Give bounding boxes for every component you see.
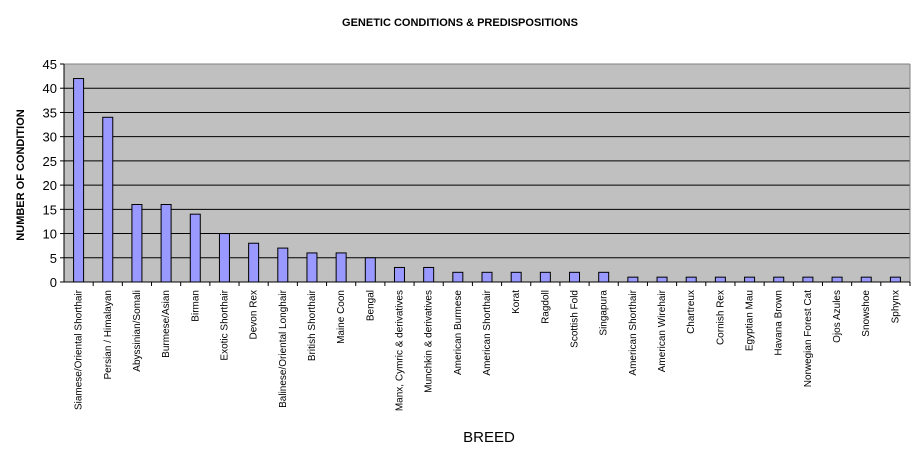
bar [218, 233, 230, 283]
bar [160, 203, 172, 283]
x-tick-label: Bengal [365, 290, 376, 321]
bar [889, 276, 901, 283]
x-tick-label: Egyptian Mau [745, 290, 756, 351]
x-tick-label: Scottish Fold [570, 290, 581, 348]
x-tick-label: American Wirehair [657, 289, 668, 372]
x-tick-label: Sphynx [890, 290, 901, 323]
x-tick-label: Korat [511, 290, 522, 314]
x-tick-label: Havana Brown [774, 290, 785, 356]
bar [569, 271, 581, 283]
bar [277, 247, 289, 283]
y-tick-label: 25 [43, 154, 57, 169]
x-tick-label: Persian / Himalayan [103, 290, 114, 379]
x-tick-label: American Burmese [453, 290, 464, 375]
bar [714, 276, 726, 283]
x-tick-label: Cornish Rex [715, 290, 726, 345]
bar [335, 252, 347, 283]
x-tick-label: Siamese/Oriental Shorthair [74, 289, 85, 410]
x-tick-label: American Shorthair [628, 289, 639, 375]
x-tick-label: Ragdoll [540, 290, 551, 324]
bar [656, 276, 668, 283]
bar [393, 266, 405, 283]
bar [539, 271, 551, 283]
x-tick-label: Abyssinian/Somali [132, 290, 143, 372]
x-tick-label: Balinese/Oriental Longhair [278, 289, 289, 408]
y-tick-label: 5 [50, 251, 57, 266]
x-axis-label: BREED [463, 429, 515, 446]
y-tick-label: 40 [43, 81, 57, 96]
x-tick-label: Munchkin & derivatives [424, 290, 435, 393]
x-tick-label: Chartreux [686, 290, 697, 334]
x-tick-label: Devon Rex [249, 290, 260, 339]
y-tick-label: 10 [43, 227, 57, 242]
bar [510, 271, 522, 283]
x-tick-label: American Shorthair [482, 289, 493, 375]
bar [364, 257, 376, 283]
x-tick-labels: Siamese/Oriental Shorthair Persian / Hima… [74, 289, 902, 411]
y-tick-label: 35 [43, 105, 57, 120]
y-tick-label: 15 [43, 202, 57, 217]
x-tick-label: Exotic Shorthair [219, 289, 230, 360]
x-tick-label: Manx, Cymric & derivatives [394, 290, 405, 411]
x-tick-label: Burmese/Asian [161, 290, 172, 358]
x-tick-label: Singapura [599, 290, 610, 336]
plot-area [64, 64, 910, 282]
bar [423, 266, 435, 283]
bar [598, 271, 610, 283]
y-tick-label: 0 [50, 275, 57, 290]
y-axis-label: NUMBER OF CONDITION [15, 109, 27, 240]
bar [685, 276, 697, 283]
bar [73, 78, 85, 283]
bar [744, 276, 756, 283]
bar [860, 276, 872, 283]
bar [102, 116, 114, 283]
x-tick-label: Norwegian Forest Cat [803, 290, 814, 387]
x-tick-label: Snowshoe [861, 290, 872, 337]
bar [802, 276, 814, 283]
bar [131, 203, 143, 283]
bar [481, 271, 493, 283]
y-tick-label: 45 [43, 57, 57, 72]
x-tick-label: Birman [190, 290, 201, 322]
bar [452, 271, 464, 283]
axes [60, 63, 911, 286]
bar [773, 276, 785, 283]
y-tick-labels: 0 5 10 15 20 25 30 35 40 45 [43, 57, 57, 290]
bar [627, 276, 639, 283]
y-tick-label: 20 [43, 178, 57, 193]
bar [189, 213, 201, 283]
bar [831, 276, 843, 283]
bar [248, 242, 260, 283]
x-tick-label: Ojos Azules [832, 290, 843, 343]
x-tick-label: British Shorthair [307, 289, 318, 361]
bar [306, 252, 318, 283]
x-tick-label: Maine Coon [336, 290, 347, 344]
y-tick-label: 30 [43, 130, 57, 145]
chart-title: GENETIC CONDITIONS & PREDISPOSITIONS [342, 17, 578, 29]
